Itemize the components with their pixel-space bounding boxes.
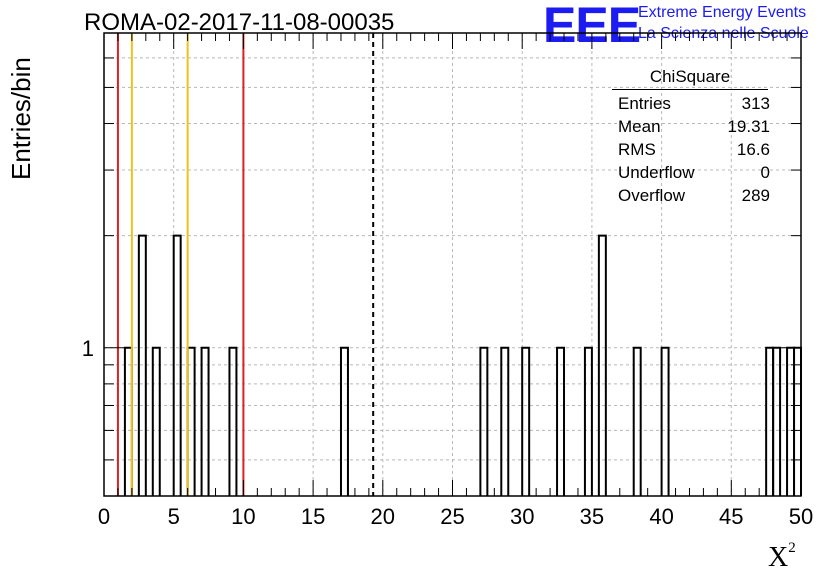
histogram-bin [339,346,349,496]
histogram-bin [228,346,238,496]
histogram-bin [137,234,147,496]
x-tick-label: 40 [649,504,673,529]
histogram-bin [660,346,670,496]
x-axis-label-base: X [768,542,789,573]
x-tick-label: 35 [580,504,604,529]
x-tick-label: 5 [168,504,180,529]
x-tick-label: 45 [719,504,743,529]
stats-rows: Entries 313 Mean 19.31 RMS 16.6 Underflow 0 Over… [612,92,778,207]
histogram-bin [500,346,510,496]
x-axis-label-superscript: 2 [788,540,796,556]
histogram-bin [151,346,161,496]
histogram-bin [786,346,796,496]
histogram-bin [597,234,607,496]
histogram-bin [632,346,642,496]
histogram-bin [186,346,196,496]
stats-label: Mean [618,117,661,136]
histogram-bin [772,346,782,496]
histogram-bin [479,346,489,496]
histogram-bin [200,346,210,496]
stats-label: Underflow [618,163,695,182]
stats-row: RMS 16.6 [612,138,778,161]
stats-box: ChiSquare Entries 313 Mean 19.31 RMS 16.6 Unde… [612,67,778,207]
histogram-bin [521,346,531,496]
histogram-bin [556,346,566,496]
stats-title: ChiSquare [612,67,768,90]
stats-row: Overflow 289 [612,184,778,207]
stats-label: RMS [618,140,656,159]
x-tick-label: 25 [440,504,464,529]
x-tick-label: 30 [510,504,534,529]
x-tick-label: 20 [371,504,395,529]
stats-value: 19.31 [727,117,770,136]
x-tick-label: 15 [301,504,325,529]
logo-line-1: Extreme Energy Events [638,4,807,21]
x-tick-label: 0 [98,504,110,529]
stats-label: Entries [618,94,671,113]
stats-value: 289 [741,186,770,205]
stats-row: Underflow 0 [612,161,778,184]
stats-row: Mean 19.31 [612,115,778,138]
stats-value: 16.6 [736,140,770,159]
x-tick-label: 50 [789,504,813,529]
stats-label: Overflow [618,186,686,205]
histogram-bin [172,234,182,496]
chart-title: ROMA-02-2017-11-08-00035 [84,9,395,36]
histogram-bin [793,346,802,496]
histogram-bin [583,346,593,496]
y-tick-label: 1 [82,336,94,361]
x-tick-label: 10 [231,504,255,529]
stats-value: 0 [760,163,770,182]
histogram-bin [123,346,133,496]
stats-row: Entries 313 [612,92,778,115]
x-axis-label: X2 [768,540,796,574]
stats-value: 313 [741,94,770,113]
histogram-bin [765,346,775,496]
